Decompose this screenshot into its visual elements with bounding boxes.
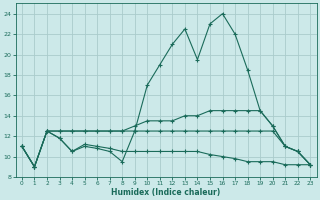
X-axis label: Humidex (Indice chaleur): Humidex (Indice chaleur): [111, 188, 221, 197]
